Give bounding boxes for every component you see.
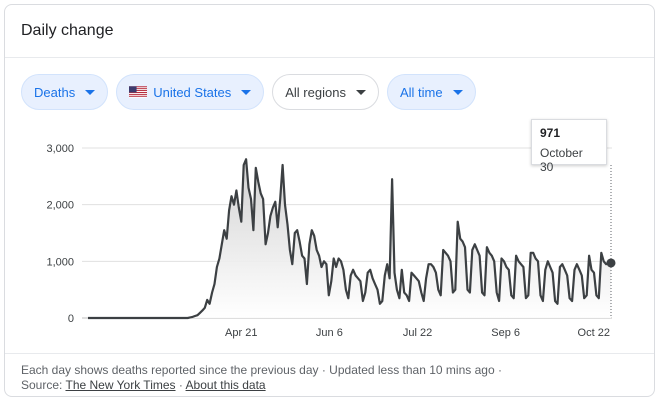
x-tick-label: Jul 22: [403, 327, 432, 339]
source-label: Source:: [21, 378, 63, 392]
deaths-series-line: [88, 158, 612, 320]
range-dropdown[interactable]: All time: [386, 74, 476, 110]
source-link[interactable]: The New York Times: [65, 378, 176, 392]
y-axis-tick-labels: 0 1,000 2,000 3,000: [46, 143, 74, 325]
x-tick-label: Sep 6: [491, 327, 520, 339]
card-title: Daily change: [21, 22, 114, 39]
chevron-down-icon: [452, 89, 463, 95]
y-tick-label: 0: [68, 313, 74, 325]
about-data-link[interactable]: About this data: [185, 378, 266, 392]
range-dropdown-label: All time: [399, 84, 443, 100]
y-tick-label: 2,000: [46, 200, 74, 212]
footer-note: Each day shows deaths reported since the…: [21, 363, 502, 377]
footer: Each day shows deaths reported since the…: [21, 363, 502, 393]
footer-separator: ·: [178, 378, 183, 392]
country-dropdown[interactable]: United States: [116, 74, 265, 110]
chart-tooltip: 971 October 30: [531, 119, 607, 174]
filter-bar: Deaths United States All regions All tim…: [21, 74, 476, 110]
x-tick-label: Apr 21: [225, 327, 257, 339]
region-dropdown[interactable]: All regions: [272, 74, 379, 110]
y-tick-label: 1,000: [46, 256, 74, 268]
chevron-down-icon: [241, 89, 252, 95]
daily-change-card: Daily change Deaths United States All re…: [4, 4, 655, 397]
tooltip-date: October 30: [540, 146, 583, 174]
metric-dropdown[interactable]: Deaths: [21, 74, 109, 110]
metric-dropdown-label: Deaths: [34, 84, 76, 100]
x-axis-tick-labels: Apr 21 Jun 6 Jul 22 Sep 6 Oct 22: [225, 327, 610, 339]
header-divider: [5, 57, 654, 58]
footer-divider: [5, 353, 654, 354]
country-dropdown-label: United States: [153, 84, 232, 100]
chevron-down-icon: [355, 89, 366, 95]
region-dropdown-label: All regions: [285, 84, 346, 100]
chevron-down-icon: [85, 89, 96, 95]
us-flag-icon: [129, 86, 148, 98]
x-tick-label: Oct 22: [578, 327, 610, 339]
tooltip-marker-point: [606, 258, 616, 268]
y-tick-label: 3,000: [46, 143, 74, 155]
x-tick-label: Jun 6: [316, 327, 343, 339]
tooltip-value: 971: [540, 126, 561, 140]
